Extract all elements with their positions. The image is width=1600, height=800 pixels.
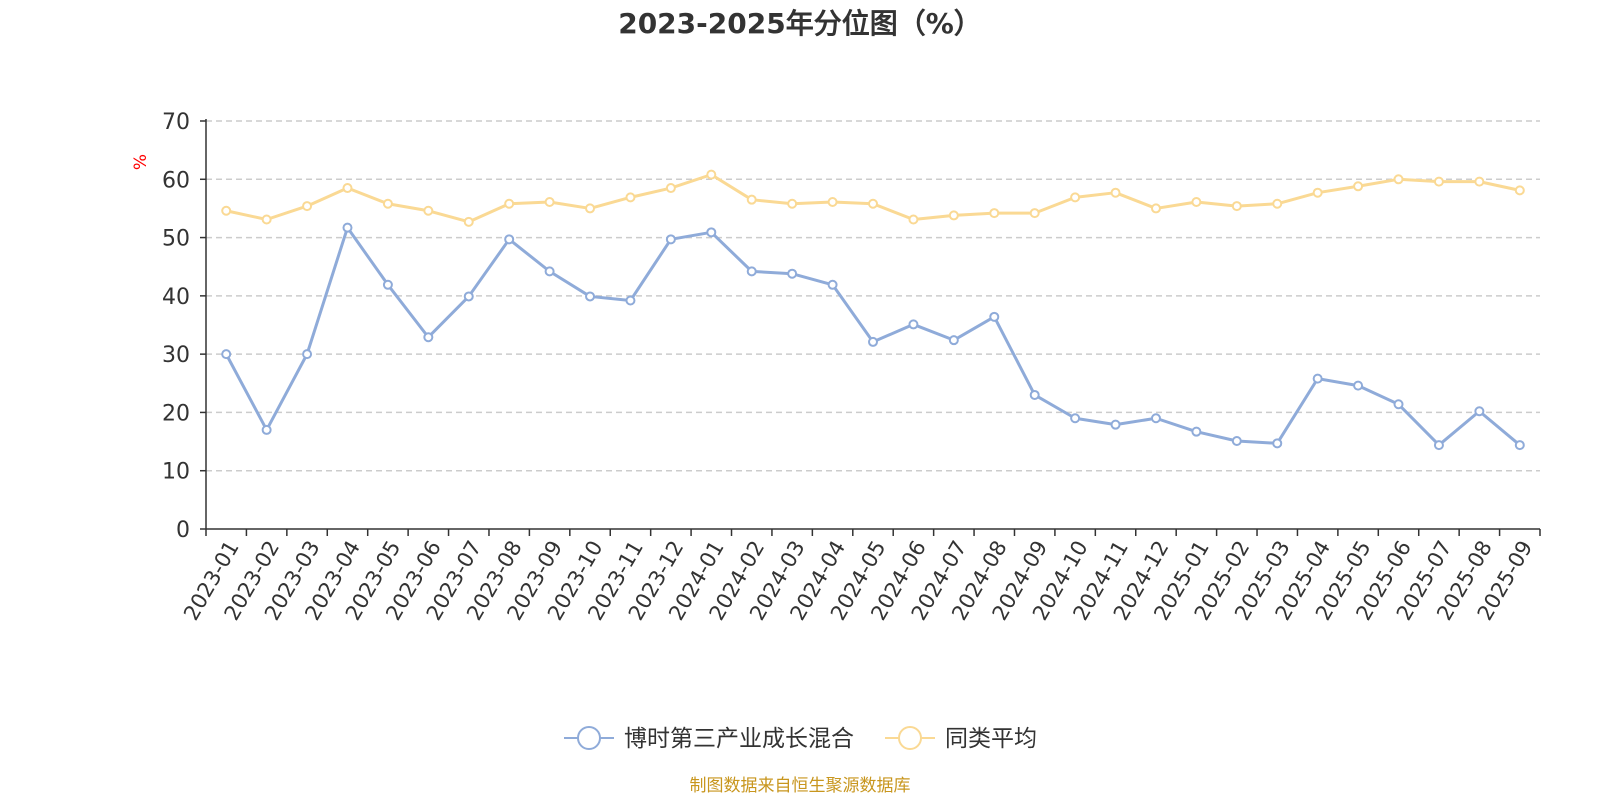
data-point[interactable] [1070,413,1081,424]
y-tick-label: 60 [162,168,190,193]
data-point[interactable] [868,198,878,209]
data-point[interactable] [1433,176,1444,187]
data-point[interactable] [1393,399,1404,410]
legend-label: 博时第三产业成长混合 [624,726,854,752]
data-point[interactable] [948,210,959,221]
data-point[interactable] [382,279,393,290]
data-point[interactable] [585,203,596,214]
data-point[interactable] [1191,197,1202,208]
data-point[interactable] [908,214,919,225]
data-point[interactable] [1514,185,1525,196]
data-point[interactable] [221,349,232,360]
data-point[interactable] [908,319,919,330]
data-point[interactable] [948,335,959,346]
data-point[interactable] [625,192,636,203]
y-tick-label: 50 [162,227,190,252]
data-point[interactable] [342,222,353,233]
data-point[interactable] [504,234,515,245]
legend-marker [898,726,922,750]
data-point[interactable] [342,183,353,194]
series-0 [221,222,1525,451]
data-point[interactable] [665,234,676,245]
series-line [225,173,1521,224]
data-point[interactable] [625,295,636,306]
data-point[interactable] [1191,426,1202,437]
data-point[interactable] [302,201,313,212]
data-point[interactable] [544,266,555,277]
data-point[interactable] [463,291,474,302]
data-point[interactable] [1474,406,1485,417]
data-point[interactable] [1029,208,1040,219]
data-point[interactable] [1110,187,1121,198]
data-point[interactable] [1353,380,1364,391]
data-point[interactable] [504,198,515,209]
y-tick-label: 10 [162,460,190,485]
data-point[interactable] [423,205,434,216]
data-point[interactable] [423,332,434,343]
y-axis: 0 10 20 30 40 50 60 70 [162,110,207,543]
y-tick-label: 0 [176,518,190,543]
data-point[interactable] [221,205,232,216]
data-point[interactable] [746,266,757,277]
legend-marker [577,726,601,750]
data-point[interactable] [1150,413,1161,424]
data-point[interactable] [1514,440,1525,451]
data-point[interactable] [544,197,555,208]
data-point[interactable] [1110,419,1121,430]
legend-label: 同类平均 [945,726,1037,752]
data-point[interactable] [1029,389,1040,400]
chart-title: 2023-2025年分位图（%） [618,7,982,40]
data-point[interactable] [1070,192,1081,203]
data-point[interactable] [706,169,717,180]
legend[interactable]: 博时第三产业成长混合 同类平均 [564,726,1037,752]
legend-item[interactable]: 同类平均 [885,726,1037,752]
data-point[interactable] [382,198,393,209]
data-point[interactable] [787,198,798,209]
data-point[interactable] [706,227,717,238]
y-tick-label: 40 [162,285,190,310]
data-point[interactable] [989,208,1000,219]
data-point[interactable] [1272,198,1283,209]
data-point[interactable] [463,216,474,227]
data-point[interactable] [261,214,272,225]
data-point[interactable] [665,183,676,194]
data-point[interactable] [787,268,798,279]
y-axis-unit: % [131,154,151,170]
x-axis: 2023-012023-022023-032023-042023-052023-… [179,528,1541,624]
data-point[interactable] [1474,176,1485,187]
data-point[interactable] [302,349,313,360]
y-tick-label: 70 [162,110,190,135]
data-point[interactable] [989,311,1000,322]
data-point[interactable] [1231,201,1242,212]
y-tick-label: 20 [162,401,190,426]
data-point[interactable] [827,197,838,208]
data-point[interactable] [1150,203,1161,214]
legend-item[interactable]: 博时第三产业成长混合 [564,726,854,752]
data-point[interactable] [746,194,757,205]
data-point[interactable] [585,291,596,302]
data-point[interactable] [868,336,878,347]
data-point[interactable] [1353,181,1364,192]
data-point[interactable] [1393,174,1404,185]
series-layer [221,169,1525,451]
data-point[interactable] [261,424,272,435]
series-1 [221,169,1525,227]
data-point[interactable] [1312,187,1323,198]
source-note: 制图数据来自恒生聚源数据库 [690,776,911,796]
data-point[interactable] [827,279,838,290]
data-point[interactable] [1231,435,1242,446]
grid-lines [206,120,1540,472]
data-point[interactable] [1272,438,1283,449]
data-point[interactable] [1312,373,1323,384]
y-tick-label: 30 [162,343,190,368]
data-point[interactable] [1433,440,1444,451]
